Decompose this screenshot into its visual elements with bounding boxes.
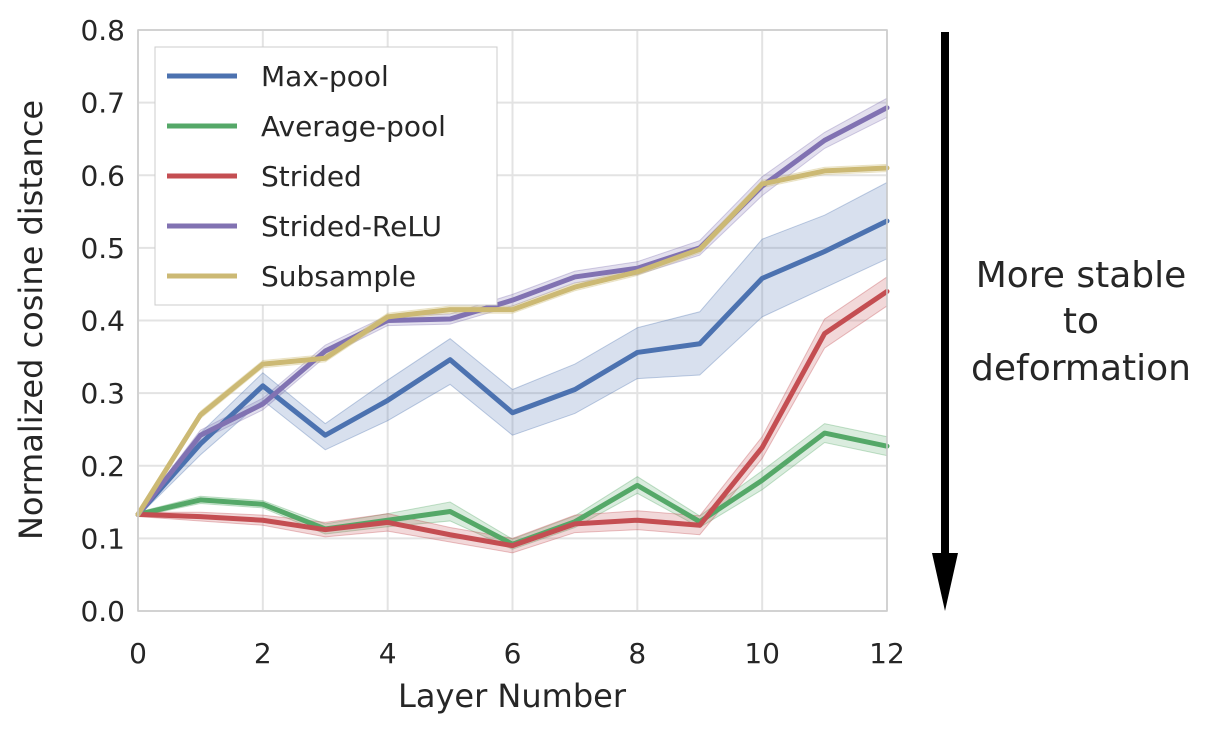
y-tick-label: 0.6: [80, 159, 125, 192]
y-tick-label: 0.8: [80, 14, 125, 47]
x-tick-labels: 0 2 4 6 8 10 12: [129, 637, 905, 670]
stability-annotation: More stable to deformation: [932, 32, 1191, 611]
plot-frame: [137, 29, 888, 612]
annotation-line-1: More stable: [976, 255, 1187, 296]
x-tick-label: 6: [504, 637, 522, 670]
y-axis-label: Normalized cosine distance: [12, 100, 50, 540]
y-tick-label: 0.7: [80, 87, 125, 120]
series-line: [135, 218, 890, 517]
arrow-head-icon: [932, 553, 958, 611]
x-tick-label: 12: [869, 637, 905, 670]
y-tick-label: 0.5: [80, 232, 125, 265]
y-tick-label: 0.4: [80, 305, 125, 338]
series-line: [135, 288, 890, 549]
x-axis-label: Layer Number: [398, 677, 627, 715]
series-line: [135, 165, 890, 517]
x-tick-label: 2: [254, 637, 272, 670]
y-tick-label: 0.2: [80, 450, 125, 483]
legend-label: Max-pool: [261, 60, 389, 93]
legend-label: Average-pool: [261, 110, 446, 143]
x-tick-label: 10: [744, 637, 780, 670]
x-tick-label: 0: [129, 637, 147, 670]
series-lines: [135, 105, 890, 549]
y-tick-labels: 0.0 0.1 0.2 0.3 0.4 0.5 0.6 0.7 0.8: [80, 14, 125, 628]
y-tick-label: 0.0: [80, 595, 125, 628]
annotation-line-3: deformation: [971, 348, 1191, 389]
legend-label: Strided-ReLU: [261, 210, 442, 243]
x-tick-label: 8: [628, 637, 646, 670]
legend: Max-pool Average-pool Strided Strided-ReLU S…: [154, 46, 498, 306]
legend-label: Subsample: [261, 260, 416, 293]
x-tick-label: 4: [379, 637, 397, 670]
y-tick-label: 0.3: [80, 377, 125, 410]
annotation-line-2: to: [1063, 301, 1099, 342]
legend-label: Strided: [261, 160, 362, 193]
y-tick-label: 0.1: [80, 522, 125, 555]
